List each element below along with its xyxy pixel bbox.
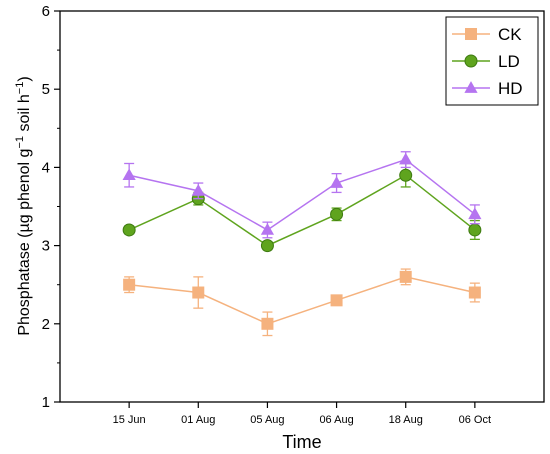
series-layer: [122, 151, 482, 337]
x-tick-label: 01 Aug: [181, 414, 215, 426]
series-line: [128, 174, 476, 247]
data-point: [260, 239, 274, 253]
y-axis: 1 2 3 4 5 6: [42, 3, 60, 411]
y-axis-label: Phosphatase (µg phenol g−1 soil h−1): [14, 76, 33, 335]
data-point: [399, 168, 413, 182]
data-point: [330, 207, 344, 221]
x-tick-label: 06 Oct: [459, 414, 491, 426]
data-point: [123, 278, 136, 291]
legend-marker: [465, 28, 477, 40]
x-axis: 15 Jun 01 Aug 05 Aug 06 Aug 18 Aug 06 Oct: [113, 402, 491, 426]
y-tick-label: 2: [42, 316, 50, 333]
y-tick-label: 5: [42, 81, 50, 98]
data-point: [468, 207, 482, 220]
legend: CK LD HD: [445, 16, 539, 106]
data-point: [192, 286, 205, 299]
data-point: [468, 223, 482, 237]
legend-label: CK: [498, 25, 522, 44]
data-point: [468, 286, 481, 299]
data-point: [261, 317, 274, 330]
series-hd: [122, 151, 482, 239]
x-axis-label: Time: [282, 432, 321, 452]
data-point: [122, 168, 136, 181]
x-tick-label: 18 Aug: [389, 414, 423, 426]
series-line: [129, 276, 476, 325]
data-point: [260, 223, 275, 235]
x-tick-label: 06 Aug: [319, 414, 353, 426]
y-tick-label: 6: [42, 3, 50, 20]
series-ck: [123, 268, 481, 337]
y-tick-label: 3: [42, 238, 50, 255]
x-tick-label: 15 Jun: [113, 414, 146, 426]
legend-label: LD: [498, 52, 520, 71]
data-point: [399, 270, 412, 283]
legend-marker: [464, 54, 478, 68]
legend-label: HD: [498, 79, 523, 98]
x-tick-label: 05 Aug: [250, 414, 284, 426]
data-point: [329, 176, 344, 188]
data-point: [399, 152, 413, 165]
series-ld: [122, 162, 482, 253]
series-line: [128, 158, 476, 231]
data-point: [122, 223, 136, 237]
legend-marker: [464, 81, 478, 93]
y-tick-label: 1: [42, 394, 50, 411]
data-point: [191, 183, 205, 196]
data-point: [330, 294, 343, 307]
y-tick-label: 4: [42, 159, 50, 176]
